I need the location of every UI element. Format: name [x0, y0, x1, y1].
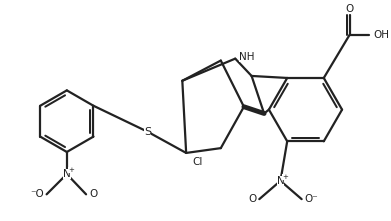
Text: +: + [68, 167, 74, 173]
Text: O⁻: O⁻ [305, 194, 318, 204]
Text: +: + [282, 174, 288, 180]
Text: Cl: Cl [192, 157, 203, 167]
Text: N: N [276, 176, 284, 186]
Text: NH: NH [239, 52, 255, 62]
Text: O: O [89, 189, 97, 199]
Text: N: N [63, 169, 71, 179]
Text: ⁻O: ⁻O [30, 189, 44, 199]
Text: O: O [346, 4, 354, 14]
Text: S: S [144, 127, 151, 137]
Text: O: O [248, 194, 256, 204]
Text: OH: OH [374, 30, 390, 40]
